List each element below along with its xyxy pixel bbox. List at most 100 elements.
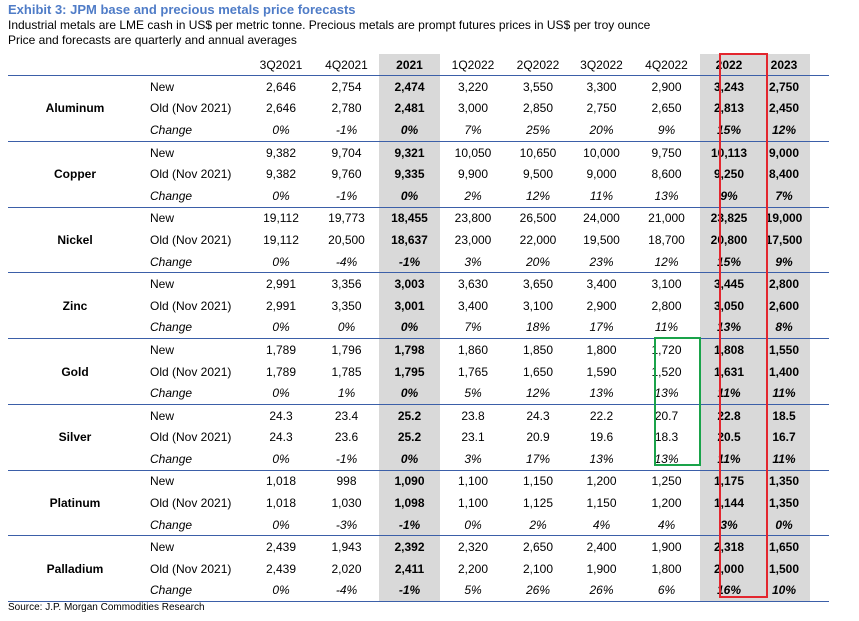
table-cell: 10,650 — [519, 145, 557, 160]
table-cell: 20% — [589, 122, 614, 137]
table-cell: 2,474 — [379, 75, 440, 98]
table-cell: 1,350 — [758, 470, 810, 493]
table-cell: 23,825 — [700, 207, 758, 230]
metal-name: Zinc — [62, 298, 88, 313]
table-cell: 3,000 — [457, 101, 489, 116]
row-label: Change — [150, 254, 193, 269]
table-cell: 1,590 — [586, 364, 617, 379]
table-cell: 23.8 — [461, 408, 485, 423]
table-cell: 1,800 — [651, 561, 682, 576]
row-label: Change — [150, 583, 193, 598]
table-cell: 1,720 — [651, 342, 682, 357]
table-cell: 2,800 — [651, 298, 682, 313]
table-row: Change 0% -4% -1% 3% 20% 23% 12% 15% 9% — [8, 250, 829, 273]
table-cell: 3,400 — [586, 277, 617, 292]
table-cell: -4% — [335, 254, 358, 269]
table-cell: 3,650 — [522, 277, 554, 292]
table-cell: 23,000 — [454, 232, 492, 247]
table-cell: 2,100 — [522, 561, 554, 576]
table-cell: 1,030 — [331, 496, 362, 511]
table-cell: 8,400 — [758, 163, 810, 185]
table-cell: 23.4 — [334, 408, 359, 423]
table-cell: 4% — [592, 517, 611, 532]
row-label: New — [150, 79, 175, 94]
table-cell: 2,200 — [457, 561, 489, 576]
table-cell: 25% — [525, 122, 551, 137]
metal-name: Gold — [61, 364, 89, 379]
table-row: Old (Nov 2021) 24.3 23.6 25.2 23.1 20.9 19.6 18… — [8, 426, 829, 449]
table-cell: 26,500 — [519, 211, 557, 226]
table-cell: 2,750 — [758, 75, 810, 98]
metal-block-aluminum: Aluminum New 2,646 2,754 2,474 3,220 3,550 3,30… — [8, 75, 829, 142]
metal-name: Palladium — [46, 561, 104, 576]
metal-block-silver: Silver New 24.3 23.4 25.2 23.8 24.3 22.2 20.7 22.… — [8, 404, 829, 471]
table-row: Change 0% -1% 0% 3% 17% 13% 13% 11% 11% — [8, 448, 829, 471]
table-cell: 0% — [272, 517, 290, 532]
table-row: Copper New 9,382 9,704 9,321 10,050 10,650 10,0… — [8, 141, 829, 181]
table-cell: 11% — [700, 382, 758, 405]
metal-block-copper: Copper New 9,382 9,704 9,321 10,050 10,650 10,0… — [8, 141, 829, 208]
table-row: Nickel New 19,112 19,773 18,455 23,800 26,500 2… — [8, 207, 829, 247]
table-cell: 2,750 — [586, 101, 617, 116]
table-cell: 1,900 — [586, 561, 617, 576]
table-cell: 2,400 — [586, 540, 617, 555]
table-cell: 11% — [758, 448, 810, 471]
table-cell: 2,650 — [522, 540, 554, 555]
table-cell: 19,773 — [328, 211, 365, 226]
row-label: New — [150, 540, 175, 555]
table-cell: 2,646 — [265, 79, 297, 94]
table-cell: 2% — [529, 517, 547, 532]
table-cell: 1,900 — [651, 540, 682, 555]
table-cell: 0% — [379, 316, 440, 339]
table-cell: 15% — [700, 250, 758, 273]
table-cell: 2,813 — [700, 97, 758, 120]
col-header: 3Q2022 — [580, 57, 623, 72]
exhibit-title: Exhibit 3: JPM base and precious metals … — [8, 2, 356, 17]
table-cell: 1,098 — [379, 492, 440, 514]
table-cell: -1% — [379, 250, 440, 273]
row-label: New — [150, 277, 175, 292]
table-cell: 0% — [379, 448, 440, 471]
table-cell: 2,780 — [331, 101, 362, 116]
table-cell: 17% — [589, 320, 614, 335]
table-cell: 12% — [654, 254, 679, 269]
table-cell: 1,860 — [457, 342, 489, 357]
subtitle-averages: Price and forecasts are quarterly and an… — [8, 33, 297, 47]
table-cell: 7% — [464, 320, 482, 335]
metal-name: Copper — [54, 167, 96, 182]
price-forecast-table: 3Q2021 4Q2021 2021 1Q2022 2Q2022 3Q2022 … — [8, 54, 829, 602]
table-row: Old (Nov 2021) 2,439 2,020 2,411 2,200 2,100 1… — [8, 558, 829, 580]
metal-name: Silver — [58, 430, 92, 445]
table-cell: 18,700 — [648, 232, 685, 247]
table-row: Change 0% -3% -1% 0% 2% 4% 4% 3% 0% — [8, 513, 829, 536]
table-cell: 18,455 — [379, 207, 440, 230]
table-cell: 2,900 — [651, 79, 682, 94]
table-cell: 1,200 — [651, 496, 682, 511]
table-cell: 13% — [589, 451, 614, 466]
table-cell: 998 — [336, 474, 357, 489]
table-cell: 1,125 — [522, 496, 554, 511]
table-cell: 9,000 — [758, 141, 810, 164]
row-label: Old (Nov 2021) — [150, 364, 232, 379]
table-cell: 25.2 — [379, 404, 440, 427]
table-cell: 9,000 — [586, 167, 617, 182]
table-cell: 0% — [272, 122, 290, 137]
table-row: Aluminum New 2,646 2,754 2,474 3,220 3,550 3,30… — [8, 75, 829, 115]
table-cell: 0% — [379, 382, 440, 405]
table-cell: 18% — [525, 320, 551, 335]
table-cell: 12% — [525, 188, 551, 203]
table-cell: 1,631 — [700, 360, 758, 383]
table-cell: 20,800 — [700, 229, 758, 251]
table-cell: 20% — [525, 254, 551, 269]
table-cell: 8,600 — [651, 167, 682, 182]
table-cell: 20,500 — [328, 232, 365, 247]
table-cell: 3,400 — [457, 298, 489, 313]
table-cell: 9% — [700, 184, 758, 208]
table-cell: 4% — [657, 517, 676, 532]
table-cell: 0% — [379, 119, 440, 142]
metal-name: Aluminum — [45, 101, 105, 116]
table-row: Zinc New 2,991 3,356 3,003 3,630 3,650 3,400 3,1… — [8, 272, 829, 313]
table-cell: 2,481 — [379, 97, 440, 120]
table-row: Silver New 24.3 23.4 25.2 23.8 24.3 22.2 20.7 22.… — [8, 404, 829, 444]
row-label: New — [150, 342, 175, 357]
